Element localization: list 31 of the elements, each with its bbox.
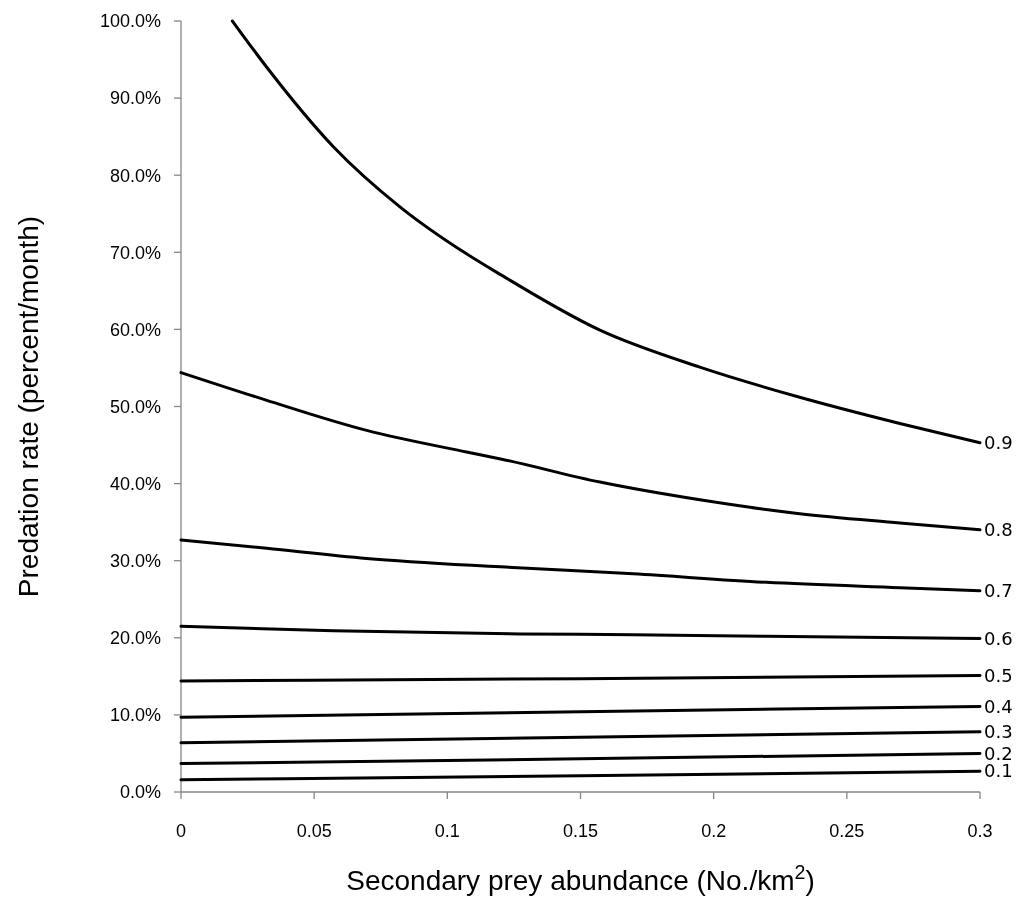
x-tick-label: 0.25 [829,821,865,841]
line-series [179,371,982,532]
y-tick-label: 20.0% [109,628,161,649]
x-tick-label: 0.3 [967,821,993,841]
y-tick-label: 70.0% [109,242,161,263]
x-tick-label: 0.2 [701,821,727,841]
x-tick-label: 0 [175,821,187,841]
y-tick-label: 80.0% [109,165,161,186]
x-axis-title: Secondary prey abundance (No./km$^{2}$) [346,861,815,896]
line-series [179,538,982,593]
series-label: 0.3 [984,721,1013,743]
y-tick-label: 50.0% [109,396,161,417]
y-tick-label: 10.0% [109,705,161,726]
y-tick-label: 40.0% [109,473,161,494]
x-tick-label: 0.05 [296,821,332,841]
line-series [230,19,982,445]
y-tick-label: 90.0% [109,88,161,109]
y-tick-label: 100.0% [99,11,161,32]
y-tick-label: 30.0% [109,551,161,571]
series-label: 0.4 [984,695,1013,717]
series-label: 0.7 [984,580,1013,602]
y-tick-label: 0.0% [119,782,161,803]
series-label: 0.8 [984,519,1013,541]
x-tick-label: 0.1 [434,821,460,841]
y-axis-title: Predation rate (percent/month) [13,215,44,598]
series-label: 0.9 [984,432,1013,454]
series-label: 0.5 [984,664,1013,686]
x-tick-label: 0.15 [562,821,599,841]
line-series [179,624,982,641]
series-label: 0.6 [984,627,1013,649]
y-tick-label: 60.0% [109,319,161,340]
